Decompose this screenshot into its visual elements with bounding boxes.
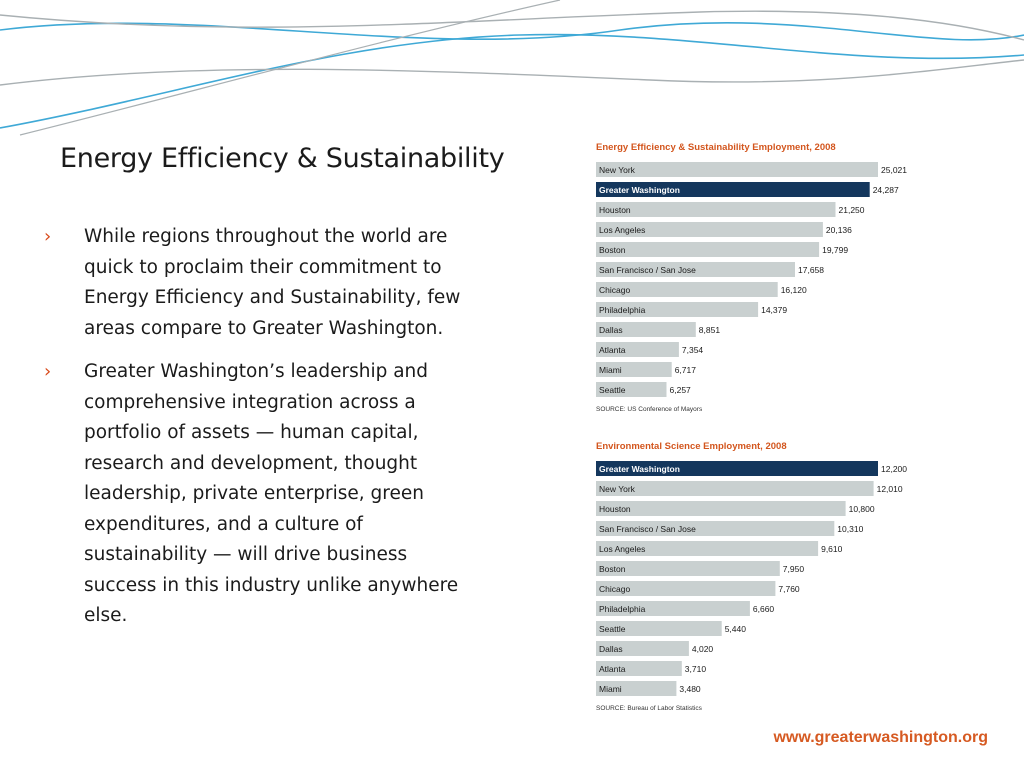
chart-source: SOURCE: US Conference of Mayors bbox=[596, 406, 703, 413]
chart-category-label: Seattle bbox=[599, 624, 626, 634]
chart-value-label: 7,760 bbox=[778, 584, 800, 594]
chart-category-label: Philadelphia bbox=[599, 305, 646, 315]
chevron-right-icon: › bbox=[44, 361, 52, 382]
chart-value-label: 12,200 bbox=[881, 464, 907, 474]
chart-category-label: San Francisco / San Jose bbox=[599, 524, 696, 534]
chart-category-label: Dallas bbox=[599, 325, 623, 335]
chart-bar bbox=[596, 601, 750, 616]
chart-bar bbox=[596, 182, 870, 197]
chart-value-label: 25,021 bbox=[881, 165, 907, 175]
chart-title: Energy Efficiency & Sustainability Emplo… bbox=[596, 142, 836, 153]
chart-category-label: Greater Washington bbox=[599, 464, 680, 474]
chart-category-label: Miami bbox=[599, 684, 622, 694]
chart-bar bbox=[596, 302, 759, 317]
swoosh-line-gray bbox=[0, 59, 1024, 86]
chart-category-label: Houston bbox=[599, 205, 631, 215]
chart-bar bbox=[596, 362, 672, 377]
bullet-item: › Greater Washington’s leadership and co… bbox=[44, 357, 484, 632]
bullet-text: While regions throughout the world are q… bbox=[84, 226, 461, 339]
chart-value-label: 12,010 bbox=[877, 484, 903, 494]
chart-value-label: 7,950 bbox=[783, 564, 805, 574]
chart-bar bbox=[596, 162, 878, 177]
chart-bar bbox=[596, 322, 696, 337]
chart-bar bbox=[596, 621, 722, 636]
chart-category-label: Boston bbox=[599, 245, 626, 255]
chart-value-label: 9,610 bbox=[821, 544, 843, 554]
chart-category-label: Los Angeles bbox=[599, 225, 645, 235]
bullet-item: › While regions throughout the world are… bbox=[44, 222, 484, 344]
chart-plot: New York 25,021 Greater Washington 24,287 Ho… bbox=[596, 162, 907, 397]
chart-bar bbox=[596, 202, 836, 217]
bullet-text: Greater Washington’s leadership and comp… bbox=[84, 361, 459, 626]
chart-bar bbox=[596, 342, 679, 357]
chart-value-label: 19,799 bbox=[822, 245, 848, 255]
chart-category-label: New York bbox=[599, 165, 636, 175]
bullet-list: › While regions throughout the world are… bbox=[44, 222, 484, 645]
chart-value-label: 3,710 bbox=[685, 664, 707, 674]
chart-value-label: 10,310 bbox=[837, 524, 863, 534]
slide-title: Energy Efficiency & Sustainability bbox=[60, 143, 505, 174]
footer-url: www.greaterwashington.org bbox=[773, 729, 988, 746]
chart-value-label: 10,800 bbox=[849, 504, 875, 514]
chart-value-label: 16,120 bbox=[781, 285, 807, 295]
chart-category-label: Houston bbox=[599, 504, 631, 514]
chart-category-label: Atlanta bbox=[599, 664, 626, 674]
chart-value-label: 6,660 bbox=[753, 604, 775, 614]
chart-category-label: Philadelphia bbox=[599, 604, 646, 614]
chart-category-label: Atlanta bbox=[599, 345, 626, 355]
energy-efficiency-employment-chart: Energy Efficiency & Sustainability Emplo… bbox=[596, 142, 926, 413]
chart-category-label: Chicago bbox=[599, 285, 630, 295]
chart-plot: Greater Washington 12,200 New York 12,010 Ho… bbox=[596, 461, 907, 696]
chart-bar bbox=[596, 382, 667, 397]
chart-value-label: 24,287 bbox=[873, 185, 899, 195]
swoosh-line-gray bbox=[0, 10, 1024, 41]
chart-source: SOURCE: Bureau of Labor Statistics bbox=[596, 705, 702, 712]
environmental-science-employment-chart: Environmental Science Employment, 2008 G… bbox=[596, 441, 926, 712]
chart-value-label: 20,136 bbox=[826, 225, 852, 235]
swoosh-line-gray bbox=[19, 0, 561, 136]
chart-value-label: 5,440 bbox=[725, 624, 747, 634]
chart-value-label: 21,250 bbox=[839, 205, 865, 215]
chart-bar bbox=[596, 282, 778, 297]
chart-value-label: 6,717 bbox=[675, 365, 697, 375]
chart-bar bbox=[596, 661, 682, 676]
chart-bar bbox=[596, 242, 820, 257]
chevron-right-icon: › bbox=[44, 226, 52, 247]
chart-value-label: 3,480 bbox=[679, 684, 701, 694]
chart-category-label: New York bbox=[599, 484, 636, 494]
chart-category-label: San Francisco / San Jose bbox=[599, 265, 696, 275]
chart-bar bbox=[596, 222, 823, 237]
chart-value-label: 4,020 bbox=[692, 644, 714, 654]
chart-category-label: Los Angeles bbox=[599, 544, 645, 554]
swoosh-line-blue bbox=[0, 33, 1024, 129]
chart-bar bbox=[596, 501, 846, 516]
chart-value-label: 17,658 bbox=[798, 265, 824, 275]
chart-value-label: 7,354 bbox=[682, 345, 704, 355]
chart-value-label: 6,257 bbox=[670, 385, 692, 395]
chart-value-label: 8,851 bbox=[699, 325, 721, 335]
chart-bar bbox=[596, 641, 689, 656]
chart-bar bbox=[596, 681, 677, 696]
chart-title: Environmental Science Employment, 2008 bbox=[596, 441, 787, 452]
decorative-swoosh-lines bbox=[0, 0, 1024, 136]
chart-value-label: 14,379 bbox=[761, 305, 787, 315]
chart-bar bbox=[596, 461, 878, 476]
chart-bar bbox=[596, 521, 835, 536]
chart-category-label: Greater Washington bbox=[599, 185, 680, 195]
chart-category-label: Boston bbox=[599, 564, 626, 574]
chart-bar bbox=[596, 262, 795, 277]
chart-category-label: Chicago bbox=[599, 584, 630, 594]
chart-bar bbox=[596, 581, 776, 596]
chart-category-label: Miami bbox=[599, 365, 622, 375]
chart-category-label: Dallas bbox=[599, 644, 623, 654]
chart-bar bbox=[596, 481, 874, 496]
chart-category-label: Seattle bbox=[599, 385, 626, 395]
chart-bar bbox=[596, 561, 780, 576]
chart-bar bbox=[596, 541, 819, 556]
